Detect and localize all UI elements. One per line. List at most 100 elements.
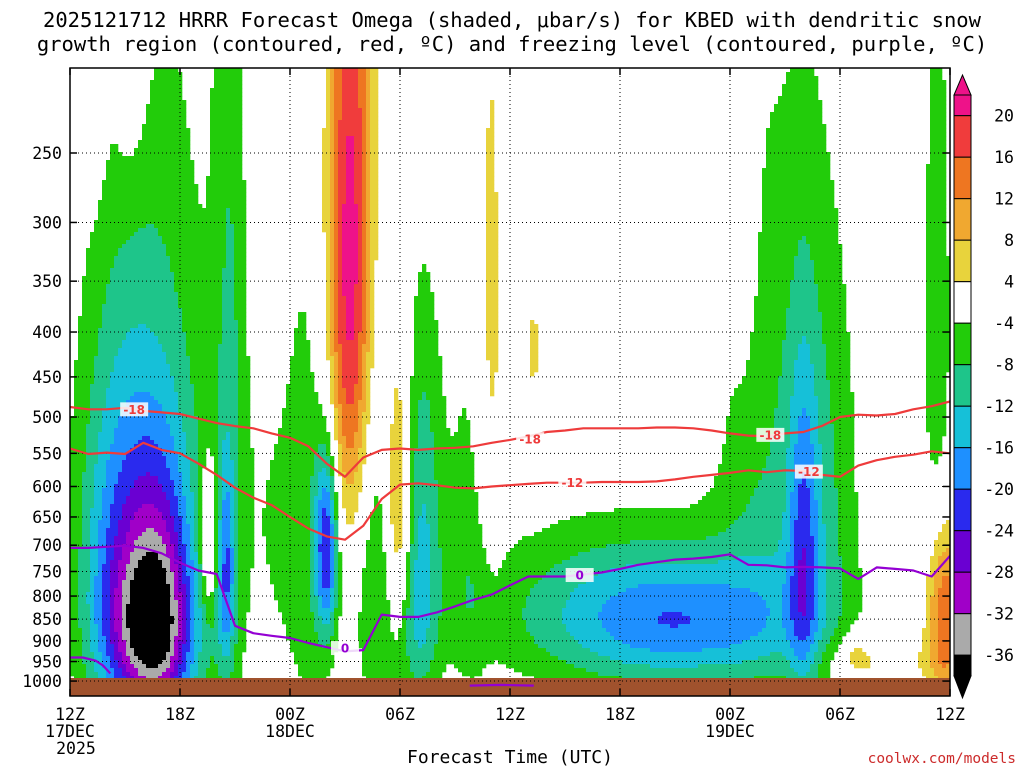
omega-cell	[146, 388, 150, 392]
omega-cell	[218, 368, 222, 372]
omega-cell	[110, 292, 114, 296]
omega-cell	[110, 508, 114, 512]
omega-cell	[198, 364, 202, 368]
omega-cell	[126, 464, 130, 468]
omega-cell	[82, 612, 86, 616]
omega-cell	[190, 300, 194, 304]
omega-cell	[190, 248, 194, 252]
omega-cell	[134, 644, 138, 648]
omega-cell	[158, 348, 162, 352]
omega-cell	[182, 112, 186, 116]
omega-cell	[74, 396, 78, 400]
omega-cell	[74, 472, 78, 476]
omega-cell	[190, 264, 194, 268]
omega-cell	[90, 488, 94, 492]
omega-cell	[158, 96, 162, 100]
omega-cell	[210, 396, 214, 400]
omega-cell	[130, 248, 134, 252]
omega-cell	[142, 344, 146, 348]
omega-cell	[142, 156, 146, 160]
omega-cell	[198, 476, 202, 480]
omega-cell	[170, 400, 174, 404]
omega-cell	[218, 240, 222, 244]
omega-cell	[82, 412, 86, 416]
omega-cell	[118, 548, 122, 552]
omega-cell	[74, 600, 78, 604]
omega-cell	[126, 432, 130, 436]
omega-cell	[158, 580, 162, 584]
omega-cell	[186, 316, 190, 320]
omega-cell	[134, 504, 138, 508]
omega-cell	[198, 312, 202, 316]
omega-cell	[194, 212, 198, 216]
omega-cell	[74, 432, 78, 436]
omega-cell	[170, 136, 174, 140]
omega-cell	[154, 296, 158, 300]
omega-cell	[98, 536, 102, 540]
omega-cell	[174, 188, 178, 192]
omega-cell	[190, 348, 194, 352]
omega-cell	[206, 612, 210, 616]
omega-cell	[170, 280, 174, 284]
omega-cell	[146, 468, 150, 472]
omega-cell	[154, 656, 158, 660]
omega-cell	[138, 464, 142, 468]
omega-cell	[218, 560, 222, 564]
omega-cell	[190, 172, 194, 176]
omega-cell	[82, 400, 86, 404]
omega-cell	[98, 384, 102, 388]
omega-cell	[158, 472, 162, 476]
omega-cell	[90, 256, 94, 260]
omega-cell	[158, 224, 162, 228]
omega-cell	[218, 248, 222, 252]
omega-cell	[138, 648, 142, 652]
omega-cell	[186, 532, 190, 536]
omega-cell	[170, 116, 174, 120]
omega-cell	[194, 436, 198, 440]
omega-cell	[86, 636, 90, 640]
omega-cell	[118, 196, 122, 200]
omega-cell	[146, 252, 150, 256]
omega-cell	[82, 444, 86, 448]
omega-cell	[134, 276, 138, 280]
omega-cell	[78, 428, 82, 432]
omega-cell	[218, 320, 222, 324]
omega-cell	[146, 140, 150, 144]
omega-cell	[210, 92, 214, 96]
omega-cell	[150, 384, 154, 388]
omega-cell	[134, 208, 138, 212]
omega-cell	[146, 392, 150, 396]
omega-cell	[90, 428, 94, 432]
omega-cell	[194, 232, 198, 236]
omega-cell	[198, 336, 202, 340]
omega-cell	[98, 668, 102, 672]
omega-cell	[154, 572, 158, 576]
omega-cell	[138, 184, 142, 188]
omega-cell	[174, 656, 178, 660]
omega-cell	[122, 528, 126, 532]
omega-cell	[98, 436, 102, 440]
omega-cell	[170, 600, 174, 604]
omega-cell	[122, 672, 126, 676]
omega-cell	[110, 664, 114, 668]
omega-cell	[78, 420, 82, 424]
omega-cell	[158, 588, 162, 592]
omega-cell	[150, 392, 154, 396]
omega-cell	[214, 100, 218, 104]
omega-cell	[142, 160, 146, 164]
omega-cell	[122, 208, 126, 212]
omega-cell	[94, 476, 98, 480]
omega-cell	[138, 492, 142, 496]
omega-cell	[102, 636, 106, 640]
omega-cell	[186, 200, 190, 204]
omega-cell	[106, 488, 110, 492]
omega-cell	[182, 160, 186, 164]
omega-cell	[210, 140, 214, 144]
omega-cell	[190, 532, 194, 536]
omega-cell	[114, 672, 118, 676]
omega-cell	[190, 344, 194, 348]
omega-cell	[126, 292, 130, 296]
omega-cell	[102, 236, 106, 240]
omega-cell	[162, 472, 166, 476]
omega-cell	[166, 440, 170, 444]
